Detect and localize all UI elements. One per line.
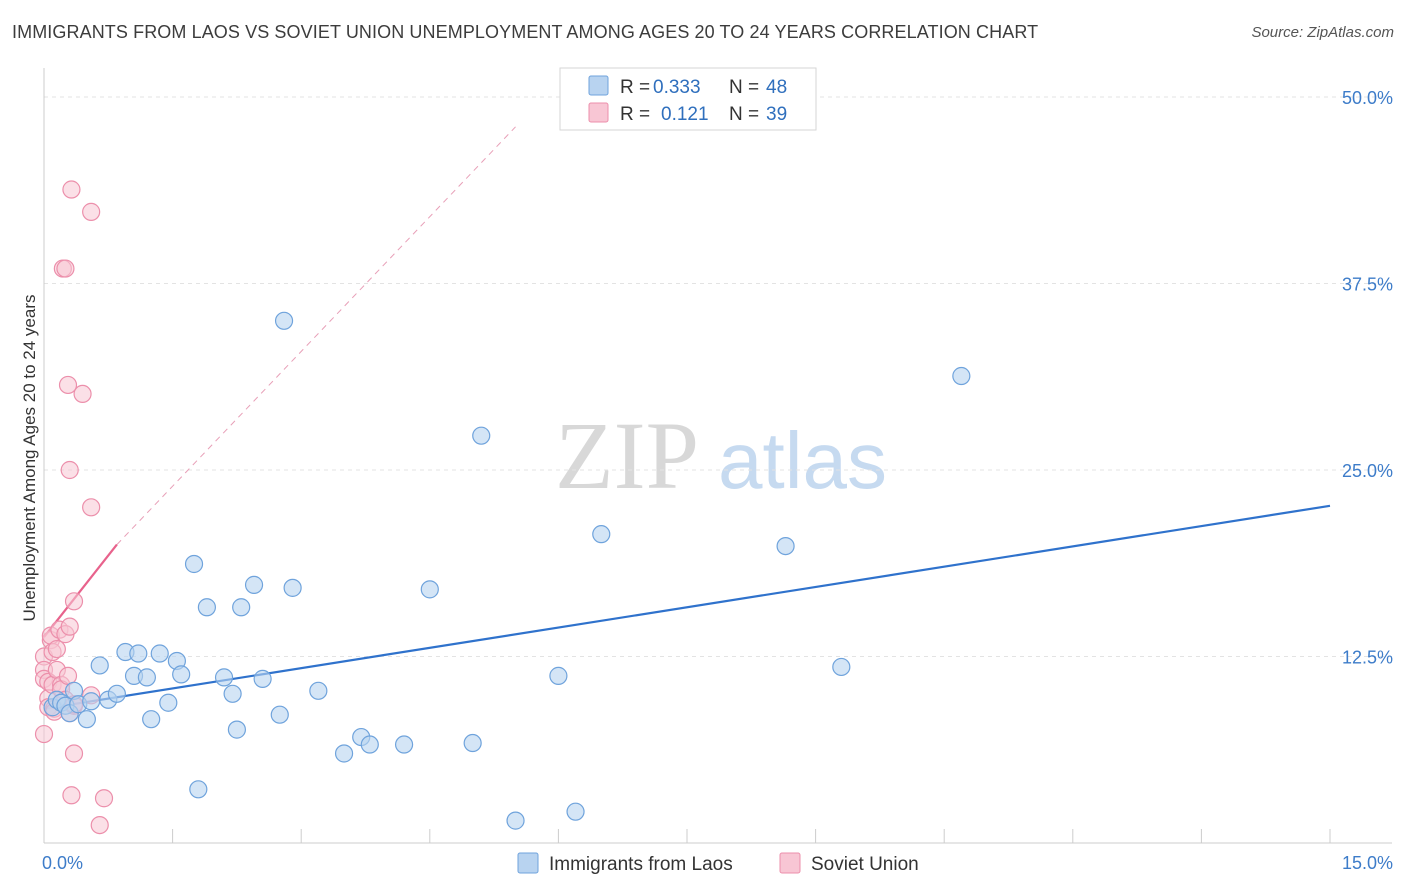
stats-legend: R = 0.333 N = 48 R = 0.121 N = 39 <box>559 67 817 131</box>
laos-point-26 <box>227 720 246 739</box>
x-tick-label-max: 15.0% <box>1342 853 1393 873</box>
y-tick-label-3: 50.0% <box>1342 88 1393 108</box>
y-tick-label-1: 25.0% <box>1342 461 1393 481</box>
laos-point-27 <box>232 598 251 617</box>
soviet-point-35 <box>82 202 101 221</box>
y-tick-label-2: 37.5% <box>1342 275 1393 295</box>
soviet-point-26 <box>60 460 79 480</box>
x-tick-labels: 0.0% 15.0% <box>42 853 1393 873</box>
laos-point-25 <box>223 684 242 703</box>
soviet-union-points <box>34 180 114 835</box>
laos-point-31 <box>274 311 294 330</box>
watermark-atlas: atlas <box>718 416 887 505</box>
soviet-point-30 <box>64 744 84 763</box>
legend-n-label-pink: N = <box>729 104 759 125</box>
soviet-point-33 <box>73 384 92 404</box>
laos-point-28 <box>244 575 264 594</box>
series-legend-label-laos: Immigrants from Laos <box>549 854 733 875</box>
laos-point-16 <box>142 710 161 729</box>
source-label: Source: ZipAtlas.com <box>1251 24 1394 41</box>
legend-r-value-blue: 0.333 <box>653 77 701 98</box>
laos-point-24 <box>214 668 234 687</box>
laos-point-11 <box>107 684 126 703</box>
legend-r-label-pink: R = <box>620 104 650 125</box>
laos-point-44 <box>592 525 611 544</box>
soviet-point-29 <box>64 592 84 611</box>
soviet-point-27 <box>62 180 81 199</box>
laos-point-43 <box>566 802 585 821</box>
legend-r-value-pink: 0.121 <box>661 104 709 125</box>
legend-n-value-blue: 48 <box>766 77 787 98</box>
laos-point-33 <box>309 681 328 700</box>
soviet-point-28 <box>62 786 81 805</box>
laos-point-36 <box>360 735 379 754</box>
laos-point-21 <box>184 554 204 574</box>
legend-n-label-blue: N = <box>729 77 759 98</box>
laos-point-38 <box>420 580 439 599</box>
laos-point-15 <box>137 668 156 687</box>
soviet-trend-line-extended <box>116 126 516 545</box>
laos-point-41 <box>506 811 525 830</box>
series-legend-label-soviet: Soviet Union <box>811 854 919 875</box>
laos-point-40 <box>472 426 491 445</box>
y-tick-labels: 12.5% 25.0% 37.5% 50.0% <box>1342 88 1393 668</box>
soviet-point-14 <box>47 639 66 659</box>
series-legend-swatch-laos <box>517 852 539 874</box>
laos-point-32 <box>283 578 302 597</box>
legend-swatch-pink <box>588 102 609 123</box>
watermark: ZIP atlas <box>555 402 887 509</box>
laos-point-39 <box>463 733 482 753</box>
laos-point-14 <box>129 644 148 663</box>
x-tick-label-min: 0.0% <box>42 853 83 873</box>
y-tick-label-0: 12.5% <box>1342 648 1393 668</box>
legend-swatch-blue <box>588 75 609 96</box>
laos-point-42 <box>549 666 568 685</box>
series-legend-swatch-soviet <box>779 852 801 874</box>
soviet-point-22 <box>58 375 78 395</box>
chart-title: IMMIGRANTS FROM LAOS VS SOVIET UNION UNE… <box>12 22 1039 42</box>
laos-point-47 <box>952 366 971 386</box>
laos-point-46 <box>832 657 851 677</box>
laos-point-20 <box>172 665 191 684</box>
laos-point-29 <box>253 669 272 688</box>
laos-point-45 <box>776 536 795 556</box>
soviet-point-3 <box>34 724 54 744</box>
laos-point-30 <box>270 705 289 724</box>
laos-point-23 <box>197 598 216 617</box>
legend-n-value-pink: 39 <box>766 104 787 125</box>
laos-point-37 <box>394 735 414 754</box>
legend-r-label-blue: R = <box>620 77 650 98</box>
grid-lines <box>44 96 1392 657</box>
watermark-zip: ZIP <box>555 402 699 509</box>
series-legend: Immigrants from Laos Soviet Union <box>517 852 919 875</box>
laos-point-9 <box>90 656 109 675</box>
laos-point-18 <box>159 693 178 712</box>
y-axis-title: Unemployment Among Ages 20 to 24 years <box>20 295 39 622</box>
soviet-point-19 <box>56 259 75 278</box>
laos-point-34 <box>334 744 354 763</box>
soviet-point-24 <box>60 617 79 636</box>
soviet-point-38 <box>94 789 114 808</box>
soviet-point-37 <box>90 815 109 835</box>
laos-point-7 <box>77 710 96 729</box>
laos-point-8 <box>82 692 101 711</box>
soviet-point-34 <box>82 498 101 517</box>
laos-point-17 <box>150 644 169 663</box>
laos-point-22 <box>189 780 208 799</box>
laos-points <box>43 311 971 830</box>
